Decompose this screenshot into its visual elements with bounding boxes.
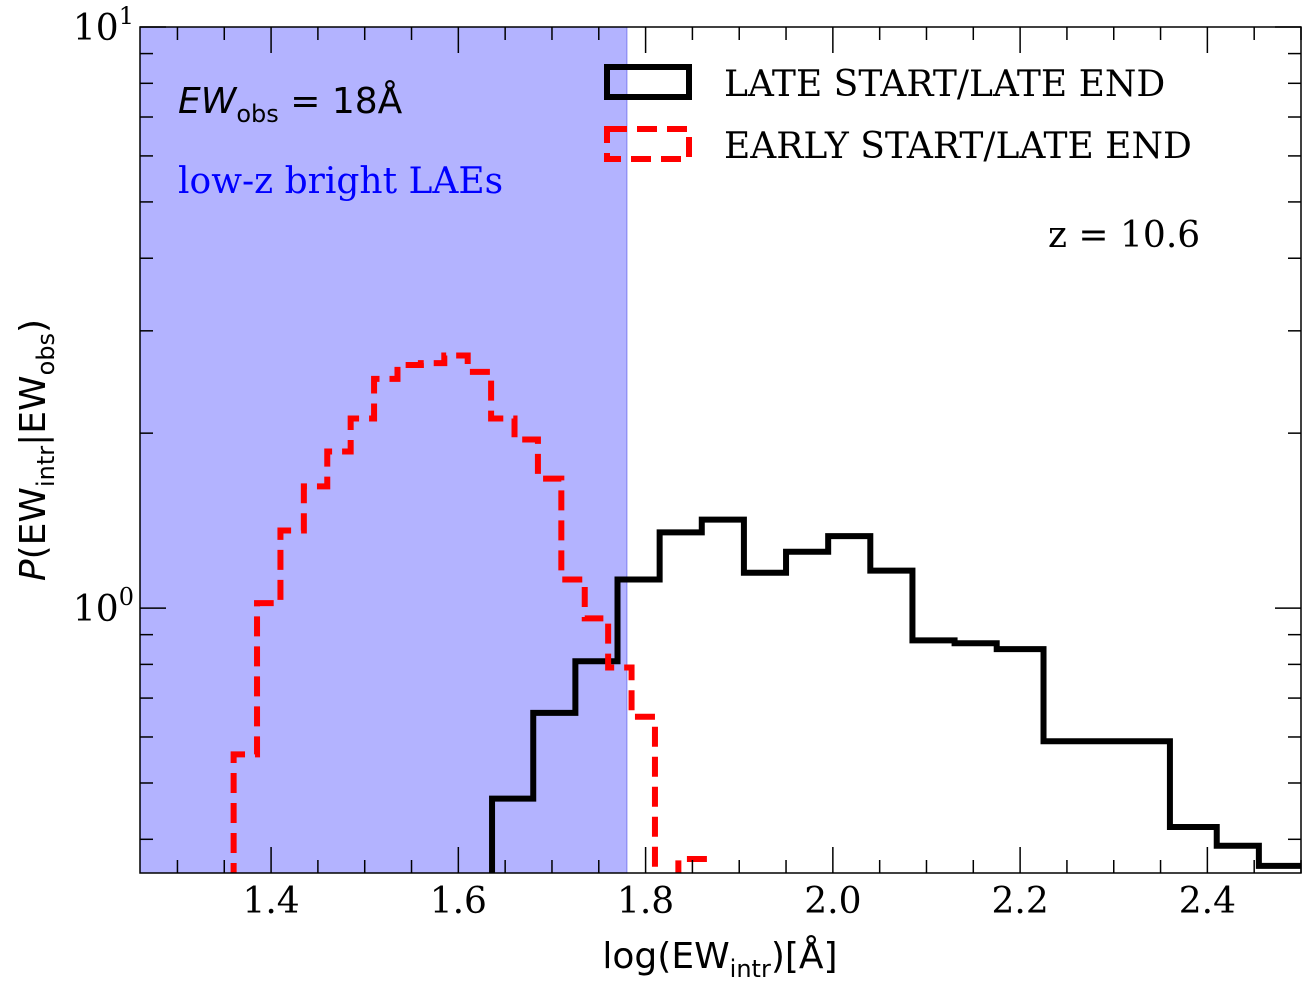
x-tick-label: 2.4 <box>1179 881 1236 922</box>
legend-label-late-start: LATE START/LATE END <box>724 64 1165 105</box>
y-tick-label: 101 <box>73 2 134 49</box>
y-axis-label: P(EWintr|EWobs) <box>13 319 60 581</box>
x-tick-label: 2.2 <box>991 881 1048 922</box>
x-tick-label: 1.6 <box>430 881 487 922</box>
x-tick-label: 1.4 <box>242 881 299 922</box>
legend-swatch-early-start <box>604 126 692 162</box>
shaded-region-low-z <box>139 26 628 874</box>
x-tick-label: 1.8 <box>617 881 674 922</box>
annotation-ew-obs: EWobs = 18Å <box>178 79 403 128</box>
annotation-redshift: z = 10.6 <box>1048 215 1200 256</box>
plot-frame <box>139 26 1302 874</box>
series-line-late-start-late-end <box>489 516 1301 873</box>
x-tick-label: 2.0 <box>804 881 861 922</box>
legend: LATE START/LATE END EARLY START/LATE END <box>604 64 1192 167</box>
shaded-region-label: low-z bright LAEs <box>178 161 503 202</box>
series-line-early-start-late-end <box>230 352 712 873</box>
legend-label-early-start: EARLY START/LATE END <box>724 126 1192 167</box>
legend-swatch-late-start <box>604 64 692 100</box>
x-axis-label: log(EWintr)[Å] <box>602 934 837 983</box>
y-tick-label: 100 <box>73 583 134 630</box>
